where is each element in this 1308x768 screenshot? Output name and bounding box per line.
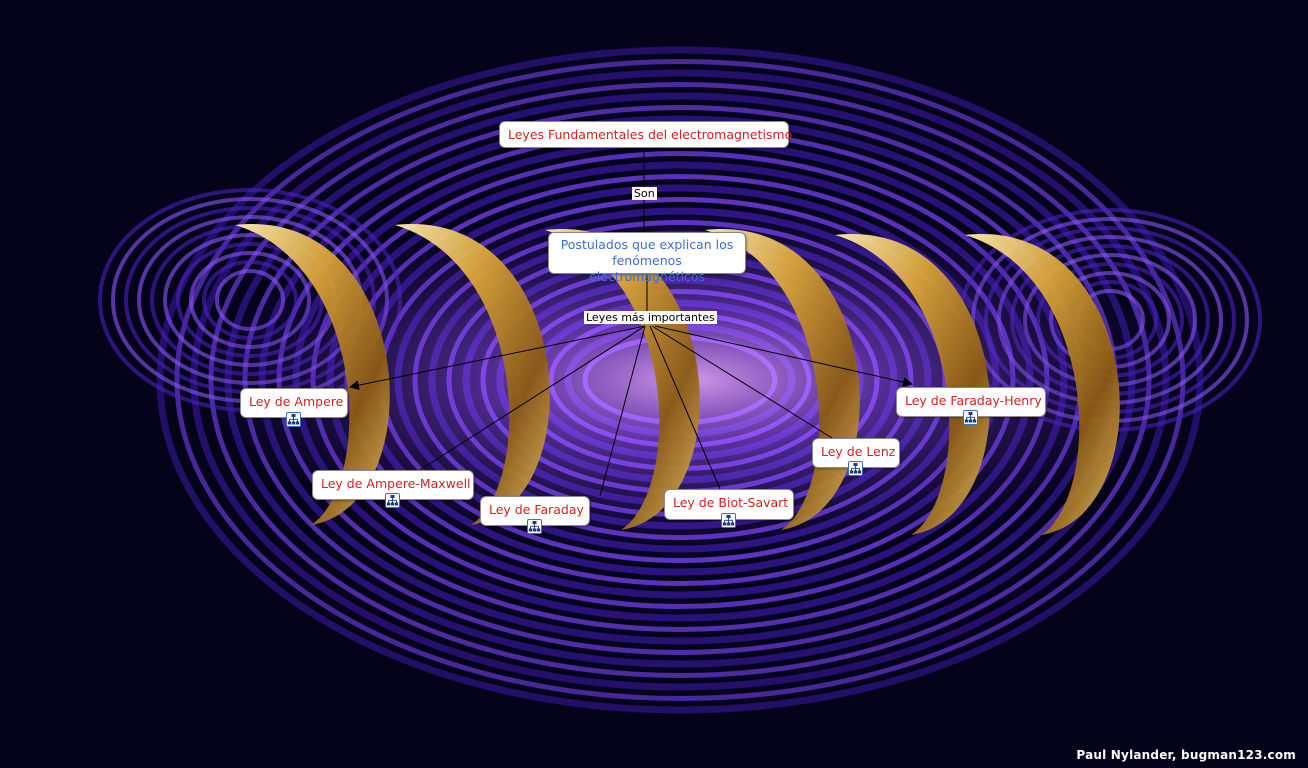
root-concept[interactable]: Leyes Fundamentales del electromagnetism… bbox=[499, 121, 793, 148]
sub-map-icon[interactable] bbox=[385, 493, 400, 508]
image-credit: Paul Nylander, bugman123.com bbox=[1076, 748, 1296, 762]
field-line bbox=[174, 59, 1186, 701]
coil-ring bbox=[235, 224, 390, 525]
postulados-concept-label: Postulados que explican los fenómenos el… bbox=[560, 237, 734, 284]
link-label-son: Son bbox=[632, 187, 657, 200]
sub-map-icon[interactable] bbox=[527, 519, 542, 534]
link-label-leyes-importantes: Leyes más importantes bbox=[584, 311, 717, 324]
root-concept-label: Leyes Fundamentales del electromagnetism… bbox=[508, 127, 793, 142]
coil-ring bbox=[835, 234, 990, 535]
law-label: Ley de Faraday bbox=[489, 502, 584, 517]
postulados-concept[interactable]: Postulados que explican los fenómenos el… bbox=[548, 232, 746, 284]
field-line bbox=[156, 46, 1204, 714]
law-label: Ley de Lenz bbox=[821, 444, 896, 459]
sub-map-icon[interactable] bbox=[848, 461, 863, 476]
sub-map-icon[interactable] bbox=[286, 412, 301, 427]
coil-ring bbox=[965, 234, 1120, 535]
law-label: Ley de Ampere-Maxwell bbox=[321, 476, 471, 491]
sub-map-icon[interactable] bbox=[721, 513, 736, 528]
law-label: Ley de Biot-Savart bbox=[673, 495, 789, 510]
law-label: Ley de Faraday-Henry bbox=[905, 393, 1042, 408]
sub-map-icon[interactable] bbox=[963, 410, 978, 425]
law-label: Ley de Ampere bbox=[249, 394, 344, 409]
